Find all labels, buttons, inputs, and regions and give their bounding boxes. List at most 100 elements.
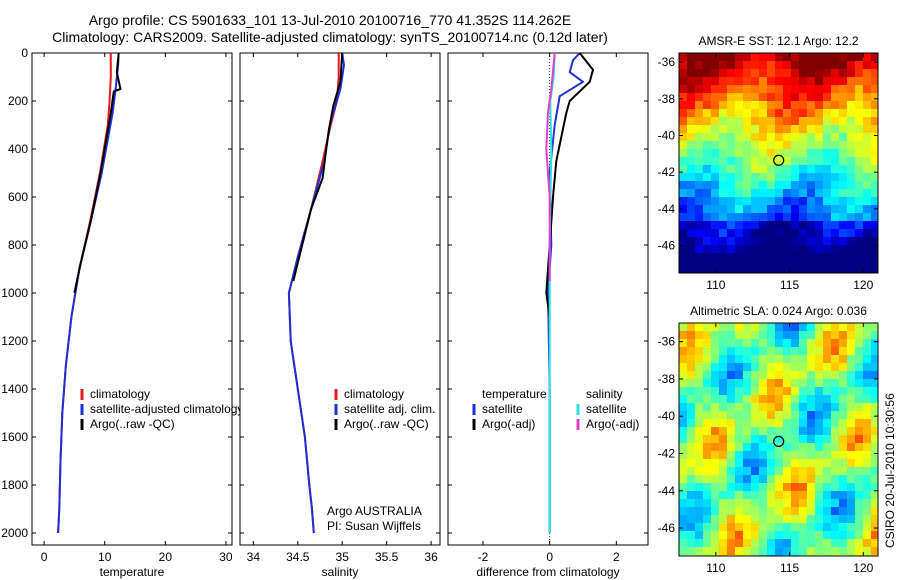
heatmap-cell <box>791 93 800 102</box>
heatmap-cell <box>711 331 720 340</box>
heatmap-cell <box>791 125 800 134</box>
heatmap-cell <box>695 403 704 412</box>
heatmap-cell <box>703 483 712 492</box>
heatmap-cell <box>823 467 832 476</box>
heatmap-cell <box>759 547 768 556</box>
heatmap-cell <box>727 125 736 134</box>
heatmap-cell <box>791 523 800 532</box>
heatmap-cell <box>823 109 832 118</box>
heatmap-cell <box>823 323 832 332</box>
heatmap-cell <box>719 515 728 524</box>
heatmap-cell <box>703 459 712 468</box>
heatmap-cell <box>767 229 776 238</box>
heatmap-cell <box>727 61 736 70</box>
heatmap-cell <box>687 53 696 62</box>
heatmap-cell <box>767 101 776 110</box>
heatmap-cell <box>679 69 688 78</box>
heatmap-cell <box>871 173 878 182</box>
heatmap-cell <box>831 411 840 420</box>
heatmap-cell <box>687 205 696 214</box>
heatmap-cell <box>727 237 736 246</box>
heatmap-cell <box>695 245 704 254</box>
heatmap-cell <box>727 347 736 356</box>
heatmap-cell <box>767 77 776 86</box>
heatmap-cell <box>711 253 720 262</box>
heatmap-cell <box>831 245 840 254</box>
heatmap-cell <box>871 547 878 556</box>
heatmap-cell <box>807 435 816 444</box>
heatmap-cell <box>711 205 720 214</box>
heatmap-cell <box>871 245 878 254</box>
heatmap-cell <box>839 515 848 524</box>
heatmap-cell <box>815 85 824 94</box>
heatmap-cell <box>847 411 856 420</box>
heatmap-cell <box>751 395 760 404</box>
heatmap-cell <box>783 411 792 420</box>
heatmap-cell <box>799 459 808 468</box>
heatmap-cell <box>863 435 872 444</box>
heatmap-cell <box>719 269 728 273</box>
heatmap-cell <box>727 523 736 532</box>
heatmap-cell <box>823 181 832 190</box>
heatmap-cell <box>703 117 712 126</box>
heatmap-cell <box>871 339 878 348</box>
heatmap-cell <box>695 419 704 428</box>
heatmap-cell <box>799 467 808 476</box>
heatmap-cell <box>815 165 824 174</box>
heatmap-cell <box>815 547 824 556</box>
heatmap-cell <box>687 427 696 436</box>
heatmap-cell <box>823 491 832 500</box>
heatmap-cell <box>759 197 768 206</box>
heatmap-cell <box>775 331 784 340</box>
heatmap-cell <box>695 323 704 332</box>
heatmap-cell <box>799 331 808 340</box>
heatmap-cell <box>767 269 776 273</box>
heatmap-cell <box>831 109 840 118</box>
heatmap-cell <box>719 451 728 460</box>
heatmap-cell <box>735 245 744 254</box>
heatmap-cell <box>743 395 752 404</box>
heatmap-cell <box>767 245 776 254</box>
heatmap-cell <box>871 117 878 126</box>
heatmap-cell <box>831 451 840 460</box>
heatmap-cell <box>791 109 800 118</box>
heatmap-cell <box>711 371 720 380</box>
heatmap-cell <box>815 411 824 420</box>
heatmap-cell <box>703 339 712 348</box>
heatmap-cell <box>807 459 816 468</box>
heatmap-cell <box>807 411 816 420</box>
heatmap-cell <box>855 85 864 94</box>
heatmap-cell <box>815 387 824 396</box>
heatmap-cell <box>783 101 792 110</box>
heatmap-cell <box>751 61 760 70</box>
heatmap-cell <box>815 245 824 254</box>
heatmap-cell <box>767 427 776 436</box>
heatmap-cell <box>719 205 728 214</box>
heatmap-cell <box>839 269 848 273</box>
y-tick-label: -38 <box>658 92 676 106</box>
title-line-1: Argo profile: CS 5901633_101 13-Jul-2010… <box>88 12 572 28</box>
heatmap-cell <box>719 165 728 174</box>
heatmap-cell <box>711 339 720 348</box>
heatmap-cell <box>815 531 824 540</box>
heatmap-cell <box>847 379 856 388</box>
heatmap-cell <box>751 403 760 412</box>
heatmap-cell <box>815 125 824 134</box>
heatmap-cell <box>823 261 832 270</box>
heatmap-cell <box>783 507 792 516</box>
map-frame <box>678 52 879 274</box>
heatmap-cell <box>791 427 800 436</box>
heatmap-cell <box>815 61 824 70</box>
heatmap-cell <box>791 419 800 428</box>
heatmap-cell <box>831 523 840 532</box>
heatmap-cells <box>679 323 878 556</box>
heatmap-cell <box>751 539 760 548</box>
heatmap-cell <box>855 53 864 62</box>
heatmap-cell <box>831 331 840 340</box>
heatmap-cell <box>783 387 792 396</box>
heatmap-cell <box>743 221 752 230</box>
heatmap-cell <box>767 507 776 516</box>
heatmap-cell <box>863 483 872 492</box>
heatmap-cell <box>791 459 800 468</box>
heatmap-cell <box>759 483 768 492</box>
